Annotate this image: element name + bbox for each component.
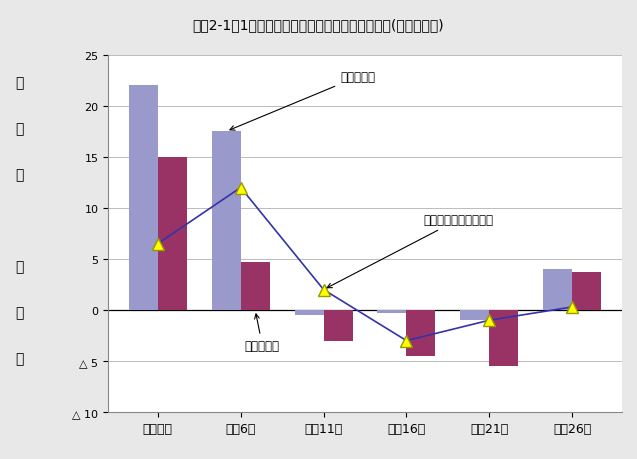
Text: 増: 増 xyxy=(15,76,24,90)
Text: 率: 率 xyxy=(15,168,24,181)
Bar xyxy=(211,132,241,310)
Text: （: （ xyxy=(15,259,24,273)
Text: 名目増加率: 名目増加率 xyxy=(230,71,375,131)
Text: ）: ） xyxy=(15,351,24,365)
Bar xyxy=(572,273,601,310)
Bar xyxy=(324,310,353,341)
Bar xyxy=(241,263,269,310)
Bar xyxy=(543,269,572,310)
Text: 図袅2-1　1か月平均実収入の対前回増加率の推移(勤労者世帯): 図袅2-1 1か月平均実収入の対前回増加率の推移(勤労者世帯) xyxy=(192,18,445,32)
Bar xyxy=(129,86,158,310)
Text: ％: ％ xyxy=(15,305,24,319)
Text: 消費者物価指数上昇率: 消費者物価指数上昇率 xyxy=(327,214,493,288)
Bar xyxy=(406,310,436,356)
Text: 加: 加 xyxy=(15,122,24,135)
Bar xyxy=(378,310,406,313)
Bar xyxy=(461,310,489,320)
Text: 実質増加率: 実質増加率 xyxy=(245,314,280,352)
Bar xyxy=(489,310,519,366)
Bar xyxy=(158,157,187,310)
Bar xyxy=(294,310,324,315)
